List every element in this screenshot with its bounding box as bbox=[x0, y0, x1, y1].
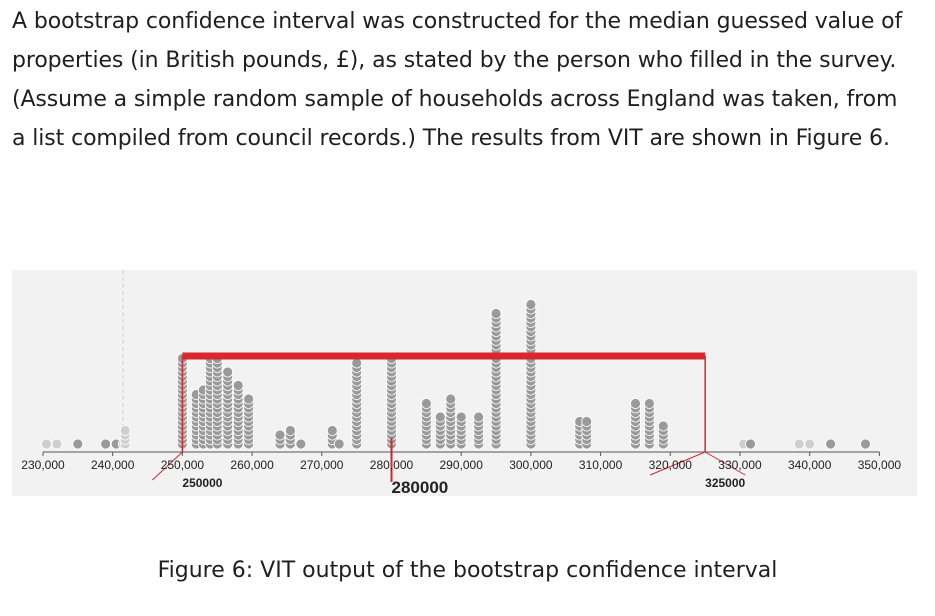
x-tick-label: 330,000 bbox=[718, 458, 762, 472]
bootstrap-dot bbox=[525, 299, 537, 310]
bootstrap-dot bbox=[100, 438, 112, 450]
bootstrap-dot bbox=[657, 420, 669, 432]
x-tick-label: 300,000 bbox=[509, 458, 553, 472]
bootstrap-dot bbox=[825, 438, 836, 450]
vit-chart-panel: 230,000 240,000 250,000 260,000 270,000 280,0… bbox=[12, 270, 917, 496]
bootstrap-dot bbox=[72, 438, 84, 450]
interval-labels: 250000 280000 325000 bbox=[182, 476, 745, 496]
point-estimate-label: 280000 bbox=[392, 478, 449, 496]
bootstrap-dot bbox=[630, 398, 641, 409]
x-tick-label: 270,000 bbox=[300, 458, 344, 472]
dot-stacks bbox=[41, 299, 871, 450]
bootstrap-dot bbox=[420, 398, 432, 409]
x-tick-label: 250,000 bbox=[161, 458, 205, 472]
bootstrap-dot bbox=[284, 425, 296, 436]
x-tick-label: 290,000 bbox=[440, 458, 484, 472]
x-tick-label: 240,000 bbox=[91, 458, 135, 472]
x-axis-ticks: 230,000 240,000 250,000 260,000 270,000 280,0… bbox=[21, 452, 901, 472]
upper-label-pointer-left bbox=[649, 451, 706, 476]
upper-bound-label: 325000 bbox=[705, 476, 745, 490]
x-tick-label: 310,000 bbox=[579, 458, 623, 472]
lower-bound-label: 250000 bbox=[182, 476, 222, 490]
lower-label-pointer bbox=[152, 451, 183, 481]
bootstrap-dot bbox=[119, 425, 131, 436]
bootstrap-dot bbox=[860, 438, 871, 450]
bootstrap-dot bbox=[295, 438, 307, 450]
bootstrap-dot bbox=[490, 308, 502, 319]
bootstrap-dot bbox=[51, 438, 63, 450]
x-tick-label: 320,000 bbox=[649, 458, 693, 472]
bootstrap-dot bbox=[434, 411, 446, 423]
bootstrap-dot bbox=[41, 438, 52, 450]
x-tick-label: 260,000 bbox=[230, 458, 274, 472]
bootstrap-dot bbox=[473, 411, 485, 423]
x-tick-label: 280,000 bbox=[370, 458, 414, 472]
bootstrap-dot bbox=[445, 393, 457, 405]
bootstrap-dot bbox=[232, 380, 244, 391]
bootstrap-dot bbox=[745, 438, 756, 450]
bootstrap-dot bbox=[644, 398, 655, 409]
bootstrap-dot bbox=[243, 393, 255, 405]
bootstrap-dot bbox=[581, 416, 593, 427]
x-tick-label: 350,000 bbox=[858, 458, 902, 472]
bootstrap-chart: 230,000 240,000 250,000 260,000 270,000 280,0… bbox=[21, 270, 901, 496]
upper-label-pointer bbox=[704, 451, 746, 476]
question-paragraph: A bootstrap confidence interval was cons… bbox=[12, 9, 903, 151]
bootstrap-dot bbox=[333, 438, 345, 450]
bootstrap-dot bbox=[222, 366, 234, 378]
bootstrap-dot bbox=[793, 438, 805, 450]
bootstrap-dot bbox=[455, 411, 467, 423]
bootstrap-dot bbox=[274, 429, 286, 441]
bootstrap-dot bbox=[804, 438, 816, 450]
figure-caption: Figure 6: VIT output of the bootstrap co… bbox=[157, 558, 778, 583]
bootstrap-dot bbox=[326, 425, 338, 436]
x-tick-label: 230,000 bbox=[21, 458, 65, 472]
interval-layer bbox=[152, 352, 746, 482]
x-tick-label: 340,000 bbox=[788, 458, 832, 472]
